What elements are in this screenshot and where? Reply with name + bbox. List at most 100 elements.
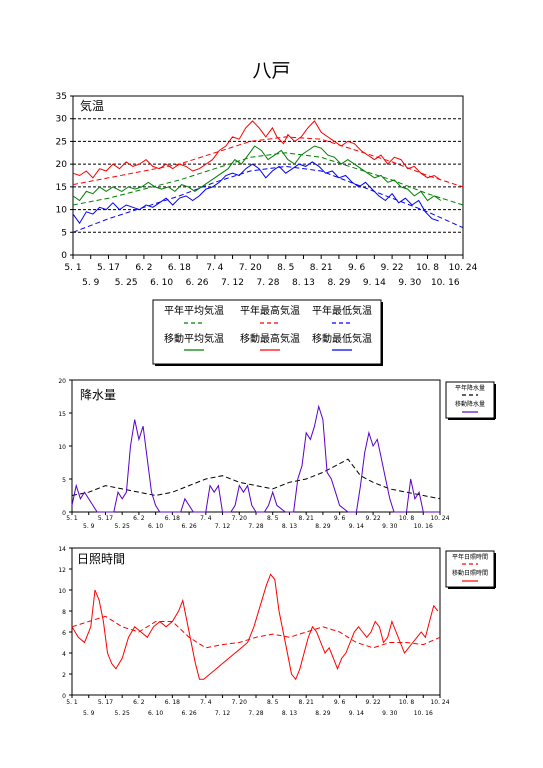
x-tick-label: 5. 9 xyxy=(83,523,95,530)
legend-label: 移動降水量 xyxy=(455,400,485,408)
x-tick-label: 7. 20 xyxy=(232,699,247,706)
x-tick-label: 10. 8 xyxy=(399,515,414,522)
x-tick-label: 5. 1 xyxy=(64,263,81,273)
series-line-平年最高気温 xyxy=(72,136,464,188)
x-tick-label: 5. 25 xyxy=(115,278,138,288)
plot-title: 気温 xyxy=(80,98,104,113)
x-tick-label: 6. 10 xyxy=(148,523,163,530)
x-tick-label: 8. 13 xyxy=(282,523,297,530)
legend-label: 移動日照時間 xyxy=(452,569,488,577)
x-tick-label: 6. 26 xyxy=(181,710,196,717)
x-tick-label: 5. 17 xyxy=(98,515,113,522)
legend-label: 平年平均気温 xyxy=(164,304,224,317)
y-tick-label: 25 xyxy=(56,137,67,147)
x-tick-label: 6. 10 xyxy=(148,710,163,717)
y-tick-label: 20 xyxy=(56,160,68,170)
x-tick-label: 10. 8 xyxy=(399,699,414,706)
x-tick-label: 6. 26 xyxy=(186,278,209,288)
x-tick-label: 5. 17 xyxy=(97,263,120,273)
x-tick-label: 9. 22 xyxy=(365,699,380,706)
y-tick-label: 14 xyxy=(58,546,66,553)
x-tick-label: 9. 30 xyxy=(382,710,397,717)
y-tick-label: 0 xyxy=(62,510,66,517)
x-tick-label: 9. 6 xyxy=(334,699,346,706)
series-line-移動最高気温 xyxy=(72,120,442,181)
y-tick-label: 4 xyxy=(62,651,66,658)
x-tick-label: 8. 21 xyxy=(310,263,333,273)
x-tick-label: 8. 29 xyxy=(315,710,330,717)
x-tick-label: 5. 9 xyxy=(83,710,95,717)
y-tick-label: 0 xyxy=(61,251,67,261)
y-tick-label: 15 xyxy=(56,183,67,193)
series-line-移動日照時間 xyxy=(71,573,439,681)
x-tick-label: 8. 5 xyxy=(267,515,279,522)
x-tick-label: 8. 13 xyxy=(282,710,297,717)
x-tick-label: 8. 13 xyxy=(292,278,315,288)
x-tick-label: 9. 6 xyxy=(334,515,346,522)
x-tick-label: 9. 14 xyxy=(363,278,386,288)
x-tick-label: 10. 24 xyxy=(430,699,449,706)
x-tick-label: 7. 28 xyxy=(248,710,263,717)
x-tick-label: 7. 12 xyxy=(215,710,230,717)
plot-title: 日照時間 xyxy=(77,552,125,566)
x-tick-label: 7. 4 xyxy=(206,263,223,273)
x-tick-label: 6. 2 xyxy=(133,515,145,522)
x-tick-label: 8. 29 xyxy=(327,278,350,288)
x-tick-label: 7. 4 xyxy=(200,699,212,706)
legend-label: 平年最低気温 xyxy=(312,304,372,317)
x-tick-label: 10. 8 xyxy=(416,263,439,273)
x-tick-label: 8. 5 xyxy=(267,699,279,706)
y-tick-label: 0 xyxy=(62,693,66,700)
page-title: 八戸 xyxy=(252,60,291,82)
x-tick-label: 10. 16 xyxy=(431,278,460,288)
y-tick-label: 8 xyxy=(62,609,66,616)
legend-label: 移動平均気温 xyxy=(164,332,224,345)
x-tick-label: 6. 18 xyxy=(165,699,180,706)
x-tick-label: 8. 21 xyxy=(299,699,314,706)
x-tick-label: 9. 22 xyxy=(365,515,380,522)
x-tick-label: 8. 29 xyxy=(315,523,330,530)
x-tick-label: 10. 16 xyxy=(414,710,433,717)
x-tick-label: 9. 6 xyxy=(348,263,365,273)
x-tick-label: 9. 30 xyxy=(398,278,421,288)
x-tick-label: 7. 20 xyxy=(232,515,247,522)
x-tick-label: 10. 24 xyxy=(430,515,449,522)
x-tick-label: 7. 20 xyxy=(239,263,262,273)
x-tick-label: 6. 2 xyxy=(135,263,152,273)
y-tick-label: 10 xyxy=(58,444,66,451)
x-tick-label: 9. 22 xyxy=(381,263,404,273)
x-tick-label: 6. 10 xyxy=(150,278,173,288)
x-tick-label: 8. 5 xyxy=(277,263,294,273)
series-line-移動降水量 xyxy=(71,404,440,513)
x-tick-label: 9. 30 xyxy=(382,523,397,530)
y-tick-label: 10 xyxy=(56,206,68,216)
y-tick-label: 2 xyxy=(62,672,66,679)
x-tick-label: 5. 25 xyxy=(115,710,130,717)
x-tick-label: 9. 14 xyxy=(349,710,364,717)
y-tick-label: 30 xyxy=(56,115,68,125)
x-tick-label: 8. 21 xyxy=(299,515,314,522)
temp-legend-box xyxy=(152,299,382,365)
y-tick-label: 20 xyxy=(58,378,66,385)
legend-label: 移動最低気温 xyxy=(312,332,372,345)
legend-label: 平年日照時間 xyxy=(452,553,488,561)
x-tick-label: 7. 28 xyxy=(248,523,263,530)
x-tick-label: 5. 17 xyxy=(98,699,113,706)
x-tick-label: 7. 4 xyxy=(200,515,212,522)
x-tick-label: 7. 12 xyxy=(215,523,230,530)
x-tick-label: 6. 2 xyxy=(133,699,145,706)
x-tick-label: 5. 1 xyxy=(66,515,78,522)
x-tick-label: 6. 18 xyxy=(168,263,191,273)
y-tick-label: 35 xyxy=(56,92,67,102)
x-tick-label: 5. 9 xyxy=(82,278,99,288)
x-tick-label: 10. 24 xyxy=(449,263,478,273)
series-line-移動平均気温 xyxy=(72,145,442,202)
x-tick-label: 7. 28 xyxy=(257,278,280,288)
y-tick-label: 5 xyxy=(62,477,66,484)
series-line-平年降水量 xyxy=(71,458,441,500)
y-tick-label: 6 xyxy=(62,630,66,637)
x-tick-label: 6. 18 xyxy=(165,515,180,522)
series-line-平年平均気温 xyxy=(72,152,464,206)
series-line-平年日照時間 xyxy=(71,615,441,649)
